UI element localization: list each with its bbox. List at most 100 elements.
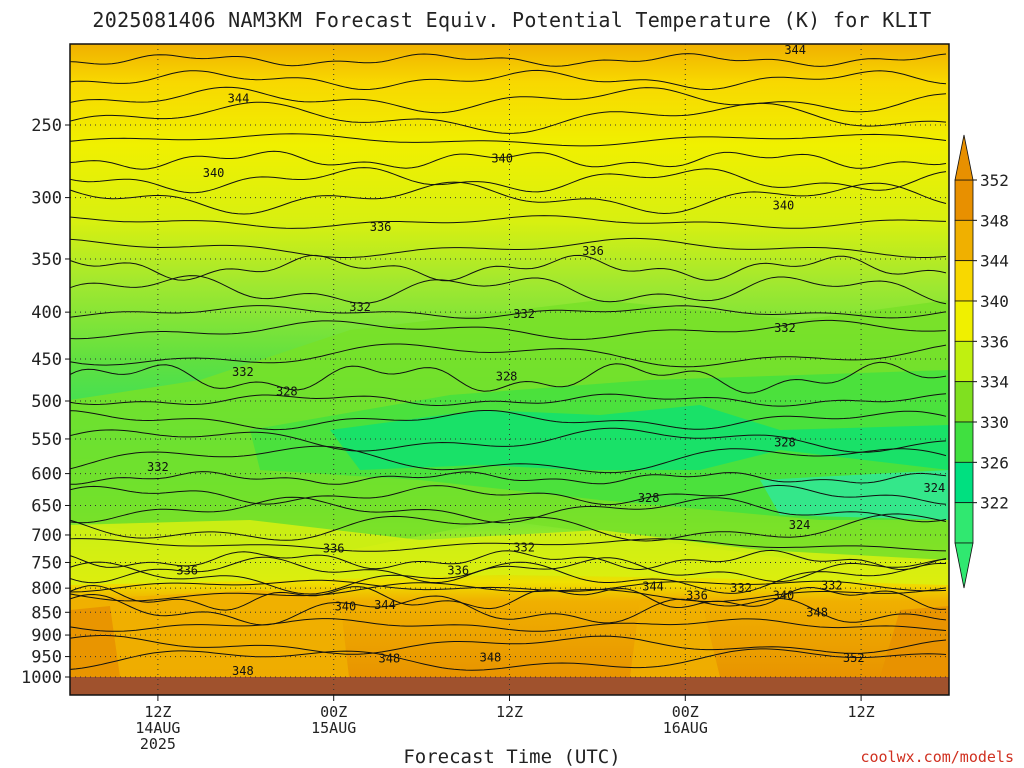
contour-line (69, 215, 947, 229)
contour-label: 332 (730, 581, 752, 595)
colorbar: 352 348 344 340 336 334 330 326 322 (954, 134, 1009, 589)
contour-label: 332 (349, 300, 371, 314)
contour-label: 324 (789, 518, 811, 532)
x-tick-label: 12Z (496, 703, 523, 721)
band-340-low (70, 520, 949, 585)
contour-line (69, 471, 947, 485)
y-tick-label: 500 (31, 392, 62, 412)
contour-line (69, 427, 947, 453)
y-axis: 250 300 350 400 450 500 550 600 650 700 750 800 850 9… (21, 116, 70, 688)
x-tick-label: 00Z (672, 703, 699, 721)
colorbar-segment (954, 502, 974, 544)
y-tick-label: 450 (31, 350, 62, 370)
contour-label: 328 (774, 436, 796, 450)
y-tick-label: 400 (31, 303, 62, 323)
colorbar-label: 322 (980, 494, 1009, 513)
contour-label: 336 (176, 563, 198, 577)
grid-lines (70, 44, 949, 695)
colorbar-label: 352 (980, 171, 1009, 190)
contour-line (69, 393, 947, 407)
credit-link[interactable]: coolwx.com/models (860, 748, 1014, 766)
contour-line (69, 150, 947, 170)
chart-title: 2025081406 NAM3KM Forecast Equiv. Potent… (92, 8, 932, 32)
colorbar-segment (954, 340, 974, 383)
contour-label: 344 (228, 92, 250, 106)
contour-line (69, 133, 947, 147)
x-tick-label: 12Z (848, 703, 875, 721)
contour-line (69, 584, 947, 611)
contour-line (69, 254, 947, 282)
contour-label: 344 (642, 580, 664, 594)
y-tick-label: 650 (31, 496, 62, 516)
contour-line (69, 343, 947, 368)
contour-label: 344 (374, 598, 396, 612)
contour-label: 348 (480, 650, 502, 664)
y-tick-label: 600 (31, 465, 62, 485)
contour-line (69, 538, 947, 552)
y-tick-label: 350 (31, 250, 62, 270)
contour-line (69, 167, 947, 194)
contour-line (69, 181, 947, 215)
x-tick-label: 2025 (140, 735, 176, 753)
contour-line (69, 361, 947, 394)
band-352-low (70, 606, 120, 677)
contour-label: 344 (784, 43, 806, 57)
band-322 (760, 470, 949, 520)
contour-label: 336 (370, 220, 392, 234)
contour-line (69, 513, 947, 542)
contour-label: 328 (496, 369, 518, 383)
y-tick-label: 700 (31, 526, 62, 546)
colorbar-label: 336 (980, 332, 1009, 351)
contour-line (69, 635, 947, 655)
colorbar-segment (954, 179, 974, 221)
x-axis-title: Forecast Time (UTC) (403, 746, 621, 768)
colorbar-label: 330 (980, 413, 1009, 432)
colorbar-label: 326 (980, 453, 1009, 472)
y-tick-label: 850 (31, 603, 62, 623)
y-tick-label: 900 (31, 626, 62, 646)
contour-label: 332 (821, 579, 843, 593)
contour-line (69, 86, 947, 114)
x-tick-label: 12Z (144, 703, 171, 721)
colorbar-segment (954, 219, 974, 262)
contour-label: 336 (582, 244, 604, 258)
contour-label: 332 (147, 460, 169, 474)
y-tick-label: 750 (31, 553, 62, 573)
x-tick-label: 15AUG (311, 719, 356, 737)
ground-strip (70, 677, 949, 695)
y-tick-label: 550 (31, 430, 62, 450)
contour-line (69, 593, 947, 626)
colorbar-arrow-top (954, 134, 974, 181)
contour-label: 348 (806, 605, 828, 619)
contour-line (69, 618, 947, 632)
contour-line (69, 549, 947, 571)
contour-line (69, 484, 947, 506)
contour-line (69, 582, 947, 602)
contour-label: 328 (276, 384, 298, 398)
x-tick-label: 14AUG (135, 719, 180, 737)
y-tick-label: 1000 (21, 668, 62, 688)
contour-line (69, 648, 947, 671)
contour-line (69, 410, 947, 431)
contour-line (69, 275, 947, 305)
contour-label: 332 (513, 540, 535, 554)
contour-label: 340 (491, 152, 513, 166)
contour-line (69, 556, 947, 584)
band-348-low-b (630, 595, 720, 677)
x-tick-label: 00Z (320, 703, 347, 721)
contour-label: 328 (638, 491, 660, 505)
band-352-low-b (880, 606, 949, 677)
contour-label: 340 (203, 166, 225, 180)
contour-label: 348 (379, 652, 401, 666)
contour-label: 332 (774, 321, 796, 335)
contour-label: 340 (773, 198, 795, 212)
contour-label: 340 (335, 600, 357, 614)
y-tick-label: 250 (31, 116, 62, 136)
contour-line (69, 101, 947, 134)
contour-line (69, 69, 947, 91)
colorbar-label: 340 (980, 292, 1009, 311)
colorbar-segment (954, 381, 974, 423)
contour-label: 336 (447, 563, 469, 577)
